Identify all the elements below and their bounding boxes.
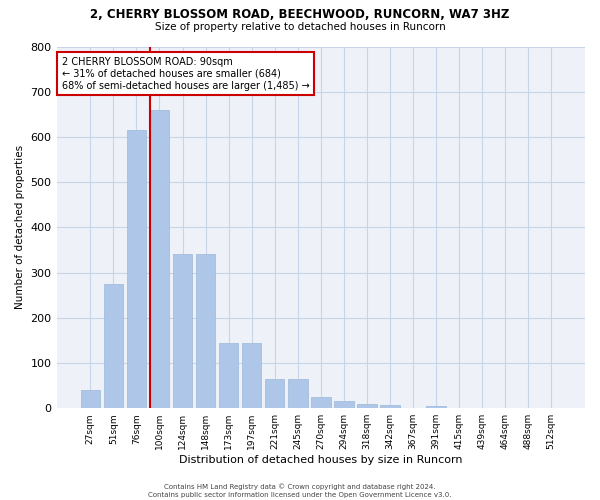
Bar xyxy=(196,254,215,408)
Bar xyxy=(173,254,193,408)
Bar xyxy=(426,406,446,408)
Bar xyxy=(242,342,262,408)
Y-axis label: Number of detached properties: Number of detached properties xyxy=(15,146,25,310)
Text: Size of property relative to detached houses in Runcorn: Size of property relative to detached ho… xyxy=(155,22,445,32)
Bar xyxy=(334,402,353,408)
Bar xyxy=(380,404,400,408)
Bar xyxy=(80,390,100,408)
Text: 2 CHERRY BLOSSOM ROAD: 90sqm
← 31% of detached houses are smaller (684)
68% of s: 2 CHERRY BLOSSOM ROAD: 90sqm ← 31% of de… xyxy=(62,58,310,90)
Bar xyxy=(127,130,146,408)
Bar xyxy=(311,397,331,408)
Text: Contains HM Land Registry data © Crown copyright and database right 2024.
Contai: Contains HM Land Registry data © Crown c… xyxy=(148,484,452,498)
Bar xyxy=(104,284,123,408)
Text: 2, CHERRY BLOSSOM ROAD, BEECHWOOD, RUNCORN, WA7 3HZ: 2, CHERRY BLOSSOM ROAD, BEECHWOOD, RUNCO… xyxy=(91,8,509,20)
Bar xyxy=(265,379,284,408)
Bar xyxy=(357,404,377,408)
Bar xyxy=(219,342,238,408)
X-axis label: Distribution of detached houses by size in Runcorn: Distribution of detached houses by size … xyxy=(179,455,463,465)
Bar xyxy=(288,379,308,408)
Bar xyxy=(149,110,169,408)
